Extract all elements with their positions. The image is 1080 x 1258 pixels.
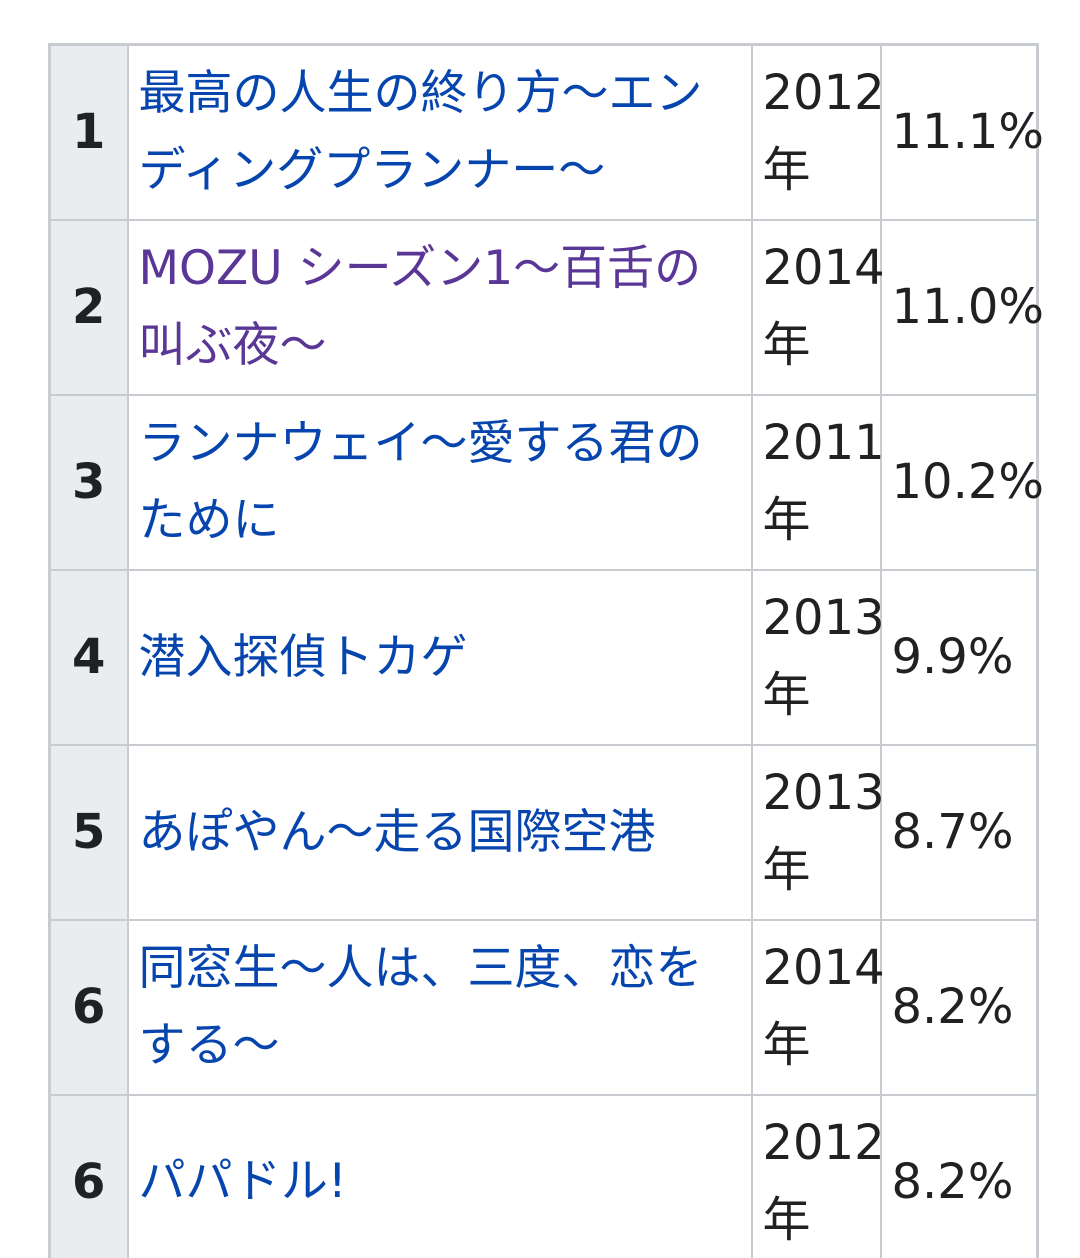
table-row: 3 ランナウェイ〜愛する君のために 2011 年 10.2% xyxy=(48,393,1044,571)
ranking-table-container: 1 最高の人生の終り方〜エンディングプランナー〜 2012 年 11.1% 2 M… xyxy=(48,43,1044,1258)
drama-title-link[interactable]: 潜入探偵トカゲ xyxy=(138,629,468,685)
year-unit: 年 xyxy=(762,142,811,199)
year-cell: 2014 年 xyxy=(750,918,885,1096)
year-unit: 年 xyxy=(762,1191,811,1248)
rating-cell: 11.1% xyxy=(879,43,1044,221)
rating-cell: 8.2% xyxy=(879,918,1039,1096)
year-unit: 年 xyxy=(762,842,811,898)
year-cell: 2012 年 xyxy=(750,43,885,221)
rating-cell: 8.7% xyxy=(879,743,1039,921)
rating-cell: 10.2% xyxy=(879,393,1044,571)
table-row: 5 あぽやん〜走る国際空港 2013 年 8.7% xyxy=(48,743,1039,921)
year-unit: 年 xyxy=(762,1017,811,1073)
year-unit: 年 xyxy=(762,667,811,723)
title-cell: パパドル! xyxy=(126,1093,753,1258)
rank-cell: 6 xyxy=(48,1093,129,1258)
rank-cell: 5 xyxy=(48,743,129,921)
year-value: 2013 xyxy=(762,765,885,821)
ranking-table: 1 最高の人生の終り方〜エンディングプランナー〜 2012 年 11.1% 2 M… xyxy=(48,43,1044,1258)
rank-cell: 1 xyxy=(48,43,129,221)
drama-title-link[interactable]: あぽやん〜走る国際空港 xyxy=(138,804,656,860)
year-value: 2014 xyxy=(762,240,885,296)
table-row: 6 パパドル! 2012 年 8.2% xyxy=(48,1093,1039,1258)
table-row: 1 最高の人生の終り方〜エンディングプランナー〜 2012 年 11.1% xyxy=(48,43,1044,221)
title-cell: 潜入探偵トカゲ xyxy=(126,568,753,746)
year-value: 2014 xyxy=(762,940,885,996)
year-value: 2012 xyxy=(762,1114,885,1171)
title-cell: あぽやん〜走る国際空港 xyxy=(126,743,753,921)
drama-title-link[interactable]: MOZU シーズン1〜百舌の叫ぶ夜〜 xyxy=(138,241,702,373)
drama-title-link[interactable]: 同窓生〜人は、三度、恋をする〜 xyxy=(138,941,703,1073)
table-row: 4 潜入探偵トカゲ 2013 年 9.9% xyxy=(48,568,1039,746)
table-row: 2 MOZU シーズン1〜百舌の叫ぶ夜〜 2014 年 11.0% xyxy=(48,218,1044,396)
year-cell: 2014 年 xyxy=(750,218,885,396)
year-cell: 2013 年 xyxy=(750,743,885,921)
rank-cell: 4 xyxy=(48,568,129,746)
year-value: 2011 xyxy=(762,415,885,471)
year-unit: 年 xyxy=(762,317,811,373)
rank-cell: 2 xyxy=(48,218,129,396)
year-cell: 2012 年 xyxy=(750,1093,885,1258)
title-cell: 最高の人生の終り方〜エンディングプランナー〜 xyxy=(126,43,753,221)
year-value: 2012 xyxy=(762,65,885,122)
title-cell: ランナウェイ〜愛する君のために xyxy=(126,393,753,571)
year-cell: 2011 年 xyxy=(750,393,885,571)
rating-cell: 11.0% xyxy=(879,218,1044,396)
title-cell: 同窓生〜人は、三度、恋をする〜 xyxy=(126,918,753,1096)
drama-title-link[interactable]: 最高の人生の終り方〜エンディングプランナー〜 xyxy=(138,66,703,199)
table-row: 6 同窓生〜人は、三度、恋をする〜 2014 年 8.2% xyxy=(48,918,1039,1096)
rank-cell: 3 xyxy=(48,393,129,571)
rating-cell: 8.2% xyxy=(879,1093,1039,1258)
year-unit: 年 xyxy=(762,492,811,548)
year-value: 2013 xyxy=(762,590,885,646)
rank-cell: 6 xyxy=(48,918,129,1096)
rating-cell: 9.9% xyxy=(879,568,1039,746)
year-cell: 2013 年 xyxy=(750,568,885,746)
drama-title-link[interactable]: ランナウェイ〜愛する君のために xyxy=(138,416,703,548)
drama-title-link[interactable]: パパドル! xyxy=(138,1154,347,1210)
title-cell: MOZU シーズン1〜百舌の叫ぶ夜〜 xyxy=(126,218,753,396)
